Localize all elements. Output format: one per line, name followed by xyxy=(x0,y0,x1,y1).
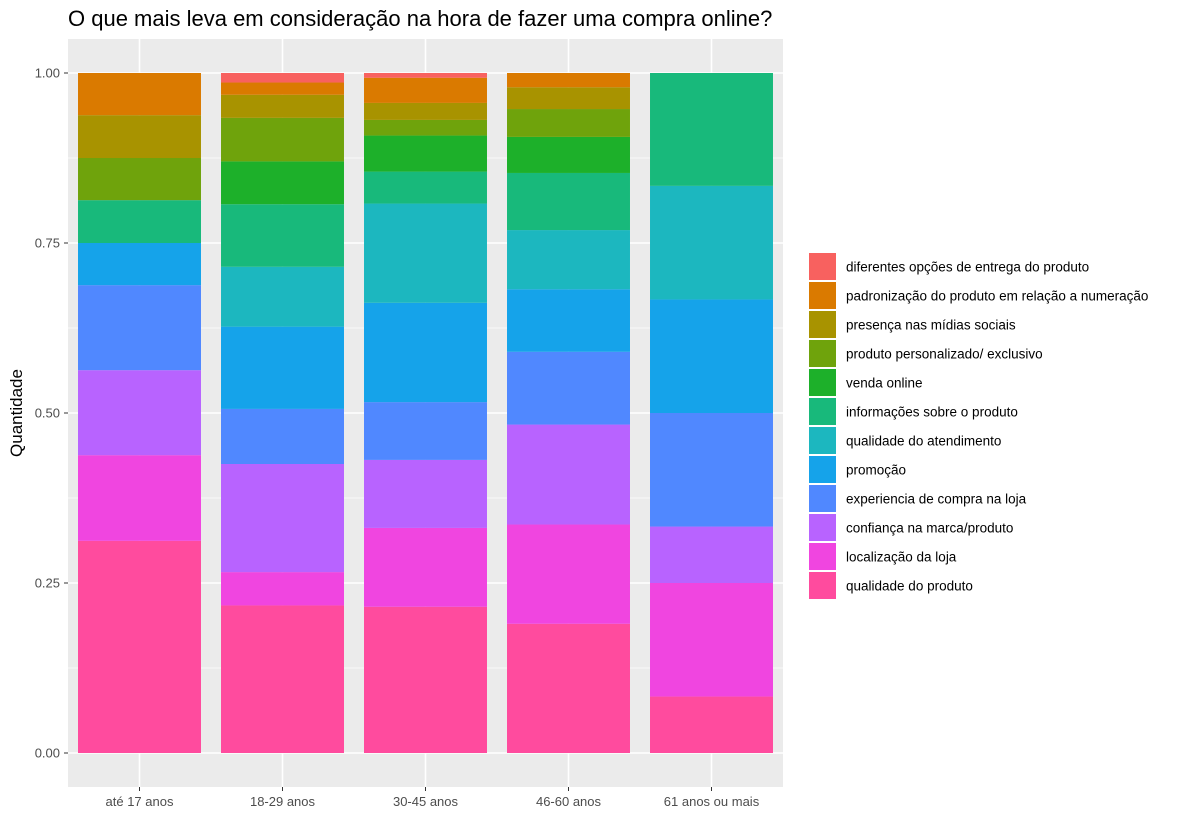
bar-segment xyxy=(650,413,773,527)
legend-label: informações sobre o produto xyxy=(846,405,1018,420)
bar-segment xyxy=(507,524,630,624)
x-axis: até 17 anos 18-29 anos 30-45 anos 46-60 ano… xyxy=(106,787,760,809)
chart-title: O que mais leva em consideração na hora … xyxy=(68,6,772,31)
legend-label: venda online xyxy=(846,376,923,391)
bar-segment xyxy=(221,605,344,753)
legend-key xyxy=(809,282,836,309)
legend-label: produto personalizado/ exclusivo xyxy=(846,347,1043,362)
bar-segment xyxy=(221,82,344,95)
bar-segment xyxy=(364,203,487,303)
legend-key xyxy=(809,340,836,367)
bar-segment xyxy=(78,370,201,456)
legend-label: promoção xyxy=(846,463,906,478)
y-tick-label: 0.00 xyxy=(35,746,60,761)
bar-segment xyxy=(364,402,487,460)
y-tick-label: 0.75 xyxy=(35,236,60,251)
x-tick-label: 18-29 anos xyxy=(250,794,316,809)
bar-segment xyxy=(364,119,487,136)
bar-segment xyxy=(221,464,344,573)
bar-segment xyxy=(78,285,201,371)
bar-segment xyxy=(221,572,344,606)
bar-segment xyxy=(364,73,487,78)
legend-label: presença nas mídias sociais xyxy=(846,318,1016,333)
bar-segment xyxy=(507,351,630,425)
bar-segment xyxy=(650,583,773,697)
legend: diferentes opções de entrega do produto p… xyxy=(809,253,1148,599)
bar-segment xyxy=(507,73,630,88)
bar-segment xyxy=(507,136,630,173)
bar-segment xyxy=(364,606,487,753)
bar-segment xyxy=(364,171,487,204)
bar-segment xyxy=(78,115,201,158)
legend-key xyxy=(809,456,836,483)
bar-segment xyxy=(78,73,201,116)
bar-segment xyxy=(364,102,487,120)
legend-key xyxy=(809,398,836,425)
legend-label: diferentes opções de entrega do produto xyxy=(846,260,1089,275)
legend-key xyxy=(809,369,836,396)
legend-label: qualidade do produto xyxy=(846,579,973,594)
bar-segment xyxy=(507,623,630,753)
legend-key xyxy=(809,427,836,454)
y-axis-title: Quantidade xyxy=(7,369,26,457)
bar-segment xyxy=(507,87,630,110)
bar-segment xyxy=(221,408,344,464)
y-tick-label: 0.50 xyxy=(35,406,60,421)
bar-segment xyxy=(650,73,773,186)
legend-label: localização da loja xyxy=(846,550,957,565)
bar-segment xyxy=(507,424,630,525)
bar-segment xyxy=(507,109,630,137)
bar-segment xyxy=(650,526,773,583)
y-tick-label: 0.25 xyxy=(35,576,60,591)
legend-key xyxy=(809,543,836,570)
legend-key xyxy=(809,514,836,541)
bar-segment xyxy=(507,230,630,290)
bar-segment xyxy=(650,696,773,753)
x-tick-label: até 17 anos xyxy=(106,794,174,809)
bars xyxy=(78,73,773,753)
bar-segment xyxy=(507,172,630,231)
bar-segment xyxy=(364,135,487,172)
bar-segment xyxy=(364,302,487,403)
bar-segment xyxy=(221,117,344,162)
x-tick-label: 61 anos ou mais xyxy=(664,794,760,809)
bar-segment xyxy=(78,455,201,541)
legend-key xyxy=(809,311,836,338)
bar-segment xyxy=(364,77,487,103)
bar-segment xyxy=(221,326,344,409)
bar-segment xyxy=(78,158,201,201)
legend-label: confiança na marca/produto xyxy=(846,521,1013,536)
legend-label: padronização do produto em relação a num… xyxy=(846,289,1148,304)
bar-segment xyxy=(221,73,344,83)
x-tick-label: 30-45 anos xyxy=(393,794,459,809)
legend-key xyxy=(809,253,836,280)
bar-segment xyxy=(221,94,344,118)
bar-segment xyxy=(364,459,487,528)
y-axis: 0.00 0.25 0.50 0.75 1.00 xyxy=(35,66,68,761)
bar-segment xyxy=(507,289,630,352)
bar-segment xyxy=(221,204,344,267)
bar-segment xyxy=(650,299,773,413)
bar-segment xyxy=(221,161,344,205)
bar-segment xyxy=(221,266,344,327)
bar-segment xyxy=(78,243,201,286)
legend-label: qualidade do atendimento xyxy=(846,434,1001,449)
bar-segment xyxy=(78,540,201,753)
x-tick-label: 46-60 anos xyxy=(536,794,602,809)
bar-segment xyxy=(78,200,201,243)
bar-segment xyxy=(364,527,487,607)
legend-key xyxy=(809,572,836,599)
legend-key xyxy=(809,485,836,512)
legend-label: experiencia de compra na loja xyxy=(846,492,1027,507)
bar-segment xyxy=(650,185,773,300)
y-tick-label: 1.00 xyxy=(35,66,60,81)
